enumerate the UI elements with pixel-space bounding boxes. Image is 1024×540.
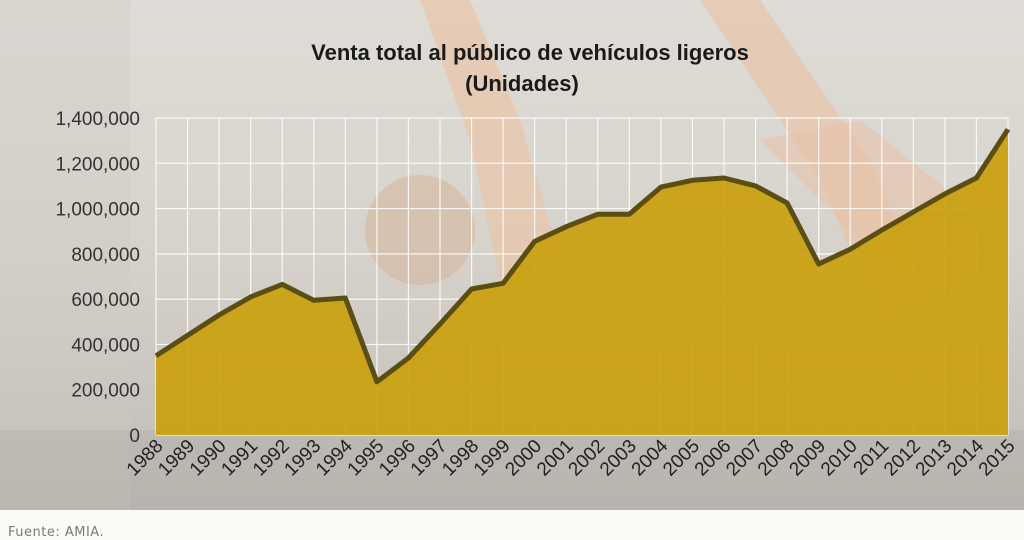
y-axis: 0 200,000 400,000 600,000 800,000 1,000,000 1,… (55, 109, 140, 447)
chart-subtitle: (Unidades) (465, 71, 579, 96)
chart-panel: 0 200,000 400,000 600,000 800,000 1,000,000 1,… (0, 0, 1024, 510)
y-tick-label: 1,200,000 (55, 154, 140, 175)
y-tick-label: 1,000,000 (55, 200, 140, 221)
area-chart: 0 200,000 400,000 600,000 800,000 1,000,000 1,… (55, 40, 1020, 480)
y-tick-label: 1,400,000 (55, 109, 140, 130)
y-tick-label: 800,000 (71, 245, 140, 266)
y-tick-label: 0 (129, 426, 140, 447)
x-tick-label: 2015 (975, 436, 1020, 481)
series-area (156, 129, 1008, 436)
y-tick-label: 600,000 (71, 290, 140, 311)
series-line (154, 127, 1011, 385)
chart-title: Venta total al público de vehículos lige… (311, 40, 749, 65)
x-axis: 1988198919901991199219931994199519961997… (123, 435, 1020, 480)
y-tick-label: 400,000 (71, 335, 140, 356)
y-tick-label: 200,000 (71, 381, 140, 402)
source-note: Fuente: AMIA. (8, 525, 105, 540)
